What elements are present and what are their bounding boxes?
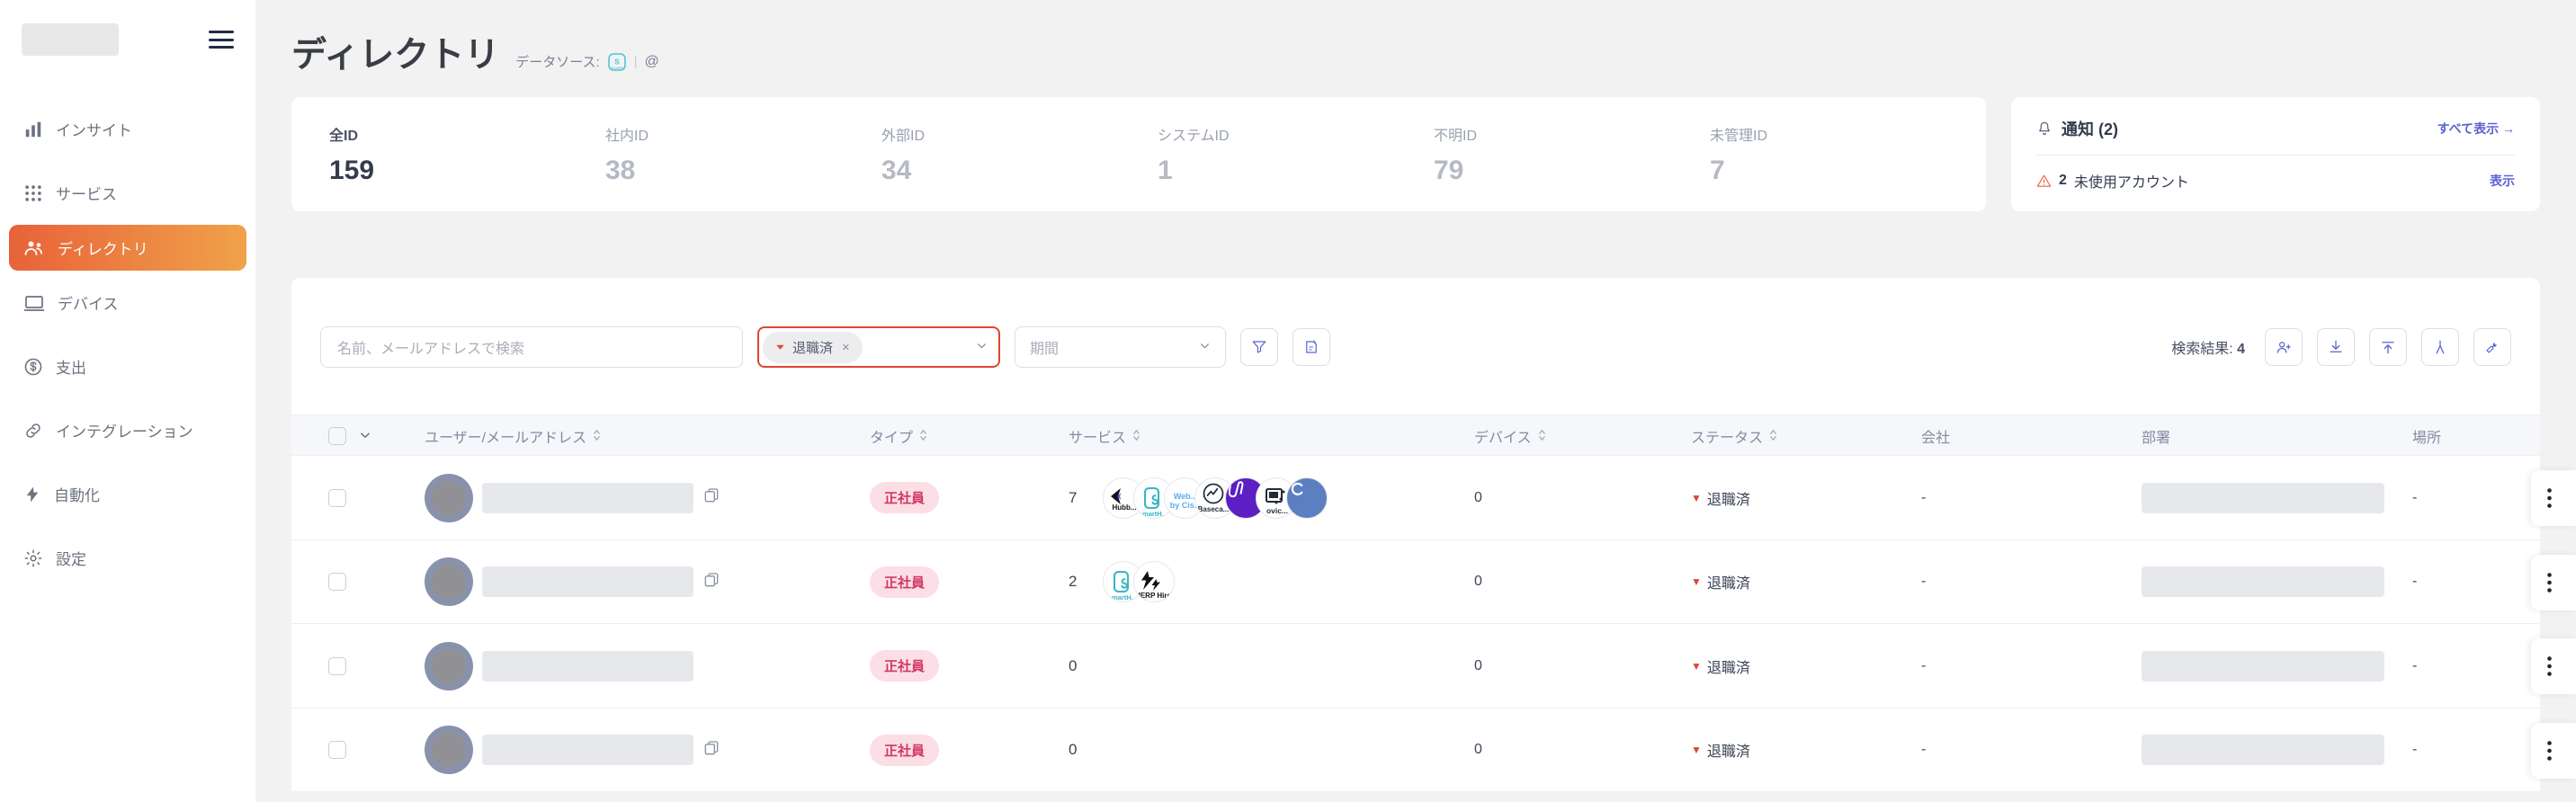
- svg-text:ovic...: ovic...: [1266, 506, 1288, 515]
- svg-text:SmartHR: SmartHR: [611, 66, 623, 69]
- svg-text:Hubb...: Hubb...: [1112, 503, 1136, 512]
- svg-text:Baseca...: Baseca...: [1198, 505, 1230, 513]
- svg-text:HERP Hire: HERP Hire: [1135, 592, 1171, 600]
- svg-text:martH...: martH...: [1142, 510, 1167, 518]
- svg-text:S: S: [614, 58, 620, 66]
- svg-text:martH...: martH...: [1112, 593, 1137, 602]
